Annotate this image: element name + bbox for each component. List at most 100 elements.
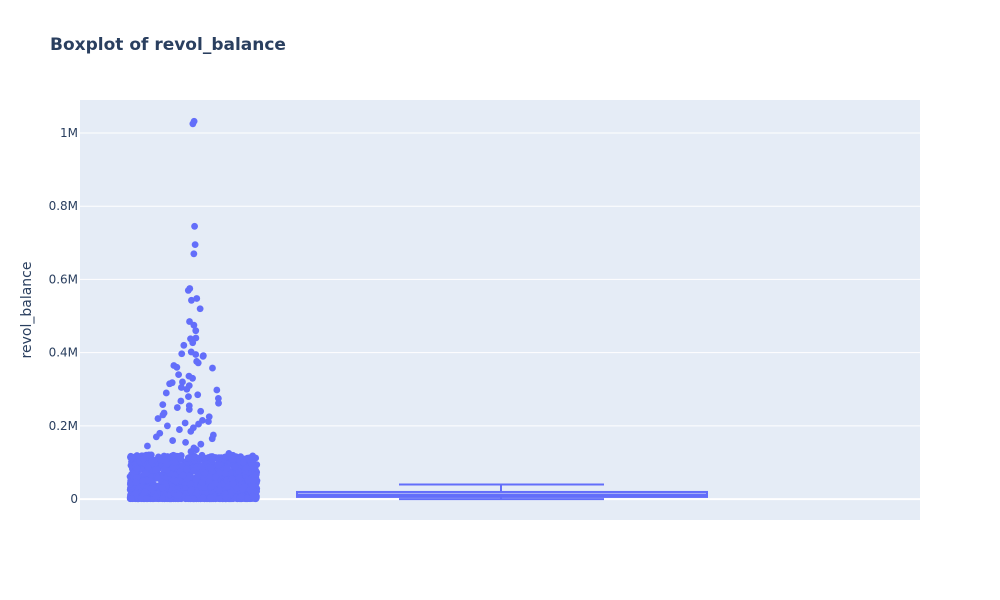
outlier-point — [141, 470, 149, 477]
outlier-point — [179, 471, 187, 479]
outlier-point — [189, 339, 197, 347]
outlier-point — [163, 422, 171, 430]
y-tick-label-3: 0.6M — [49, 272, 78, 286]
outlier-point-dense — [171, 458, 179, 466]
outlier-point — [191, 241, 199, 249]
outlier-point — [173, 363, 181, 371]
outlier-point — [191, 222, 198, 230]
outlier-point-dense — [184, 495, 192, 502]
outlier-point — [177, 384, 185, 391]
outlier-point-dense — [172, 477, 180, 485]
plot-area — [80, 100, 920, 520]
y-tick-label-2: 0.4M — [49, 346, 78, 360]
outlier-point-dense — [240, 483, 248, 491]
outlier-point — [189, 120, 197, 128]
y-axis-title: revol_balance — [19, 262, 35, 359]
outlier-point — [194, 391, 202, 399]
outlier-point — [195, 420, 202, 428]
outlier-point — [192, 327, 200, 335]
outlier-point-dense — [132, 490, 140, 497]
outlier-point — [175, 371, 182, 379]
outlier-point-dense — [226, 469, 234, 477]
outlier-point-dense — [192, 476, 200, 484]
outlier-point-dense — [158, 484, 166, 492]
outlier-point — [205, 418, 212, 425]
outlier-point-dense — [224, 483, 232, 491]
outlier-point-dense — [238, 493, 245, 501]
outlier-point-dense — [184, 454, 192, 462]
outlier-point-dense — [199, 494, 207, 502]
outlier-point — [185, 393, 192, 400]
outlier-point — [209, 364, 216, 372]
outlier-point — [239, 459, 247, 466]
outlier-point — [197, 440, 205, 448]
outlier-point-dense — [223, 464, 231, 472]
outlier-point — [197, 407, 205, 415]
outlier-point-dense — [249, 493, 257, 500]
outlier-point — [188, 296, 195, 304]
outlier-point-dense — [214, 461, 222, 469]
outlier-point — [190, 250, 198, 258]
outlier-point — [229, 480, 237, 488]
outlier-point — [187, 427, 195, 435]
y-axis-ticks: 0 0.2M 0.4M 0.6M 0.8M 1M — [49, 126, 78, 506]
outlier-point-dense — [244, 476, 252, 484]
outlier-point — [173, 404, 181, 411]
y-tick-label-0: 0 — [70, 492, 78, 506]
outlier-point — [177, 397, 185, 405]
outlier-point-dense — [207, 494, 214, 501]
outlier-point-dense — [159, 495, 166, 503]
outlier-point-dense — [133, 465, 141, 472]
outlier-point — [196, 305, 204, 313]
outlier-point — [190, 321, 198, 329]
y-tick-label-5: 1M — [60, 126, 78, 140]
outlier-point — [180, 341, 188, 349]
outlier-point — [192, 334, 200, 342]
outlier-point-dense — [142, 495, 150, 503]
y-tick-label-4: 0.8M — [49, 199, 78, 213]
outlier-point — [189, 374, 196, 382]
outlier-point — [159, 401, 167, 409]
outlier-point-dense — [231, 463, 239, 471]
outlier-point — [215, 399, 222, 407]
outlier-point — [197, 462, 205, 470]
outlier-point — [199, 352, 207, 360]
outlier-point — [152, 466, 160, 474]
chart-title: Boxplot of revol_balance — [50, 35, 286, 55]
outlier-point-dense — [148, 485, 155, 493]
outlier-point-dense — [132, 478, 140, 486]
outlier-point — [208, 435, 216, 443]
outlier-point — [178, 350, 186, 358]
outlier-point-dense — [207, 464, 215, 472]
outlier-point-dense — [152, 493, 160, 500]
outlier-point-dense — [208, 456, 216, 464]
outlier-point — [181, 419, 189, 427]
outlier-point-dense — [169, 451, 177, 459]
outlier-point — [148, 457, 156, 465]
outlier-point-dense — [141, 488, 149, 496]
outlier-point — [177, 455, 185, 463]
outlier-point — [176, 426, 183, 433]
outlier-point-dense — [216, 486, 223, 494]
outlier-point — [213, 386, 221, 394]
outlier-point — [191, 453, 199, 461]
outlier-point — [242, 464, 250, 472]
outlier-point-dense — [249, 482, 256, 490]
outlier-point-dense — [187, 486, 195, 494]
outlier-point-dense — [250, 477, 257, 484]
outlier-point — [182, 438, 189, 446]
outlier-point-dense — [248, 461, 256, 469]
outlier-point — [159, 411, 167, 419]
outlier-points — [126, 117, 261, 503]
outlier-point — [142, 451, 150, 459]
outlier-point — [179, 378, 186, 386]
outlier-point-dense — [245, 455, 253, 463]
outlier-point-dense — [221, 470, 229, 477]
outlier-point — [212, 473, 220, 481]
outlier-point-dense — [193, 489, 201, 496]
outlier-point — [194, 359, 202, 367]
outlier-point — [152, 433, 160, 441]
outlier-point — [192, 351, 200, 358]
outlier-point-dense — [222, 493, 229, 501]
